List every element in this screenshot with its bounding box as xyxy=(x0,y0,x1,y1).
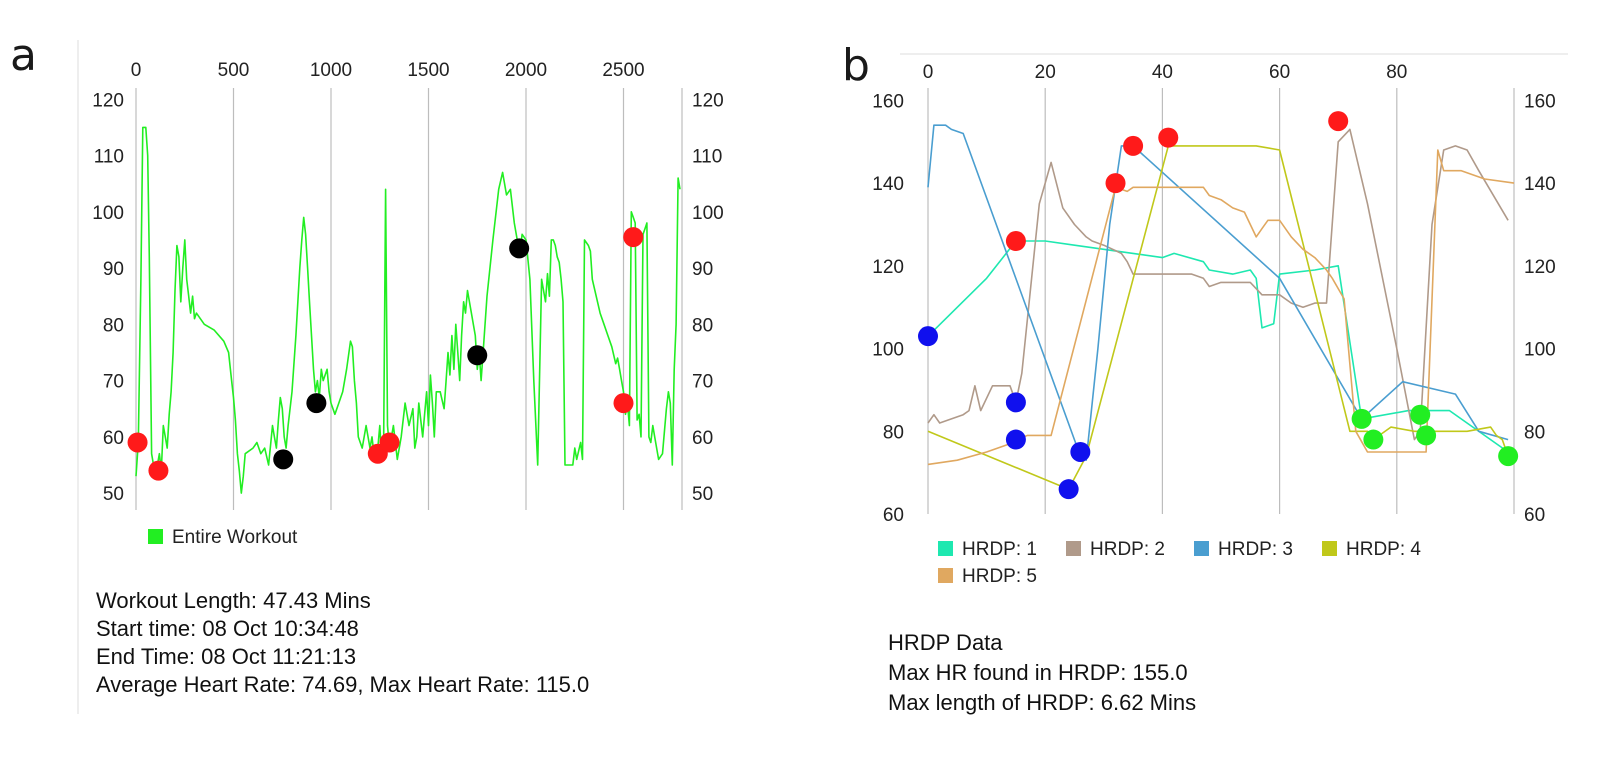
workout-length: Workout Length: 47.43 Mins xyxy=(96,588,371,613)
series-line-2 xyxy=(927,128,1509,441)
data-marker xyxy=(1005,231,1026,252)
legend-swatch xyxy=(938,568,953,583)
data-marker xyxy=(613,393,634,414)
data-marker xyxy=(1498,446,1519,467)
legend-label: Entire Workout xyxy=(172,527,298,548)
data-marker xyxy=(1070,441,1091,462)
data-marker xyxy=(1123,135,1144,156)
legend-label: HRDP: 1 xyxy=(962,539,1037,560)
legend-swatch xyxy=(938,541,953,556)
x-tick-label: 1000 xyxy=(310,60,352,81)
data-marker xyxy=(467,345,488,366)
legend-swatch xyxy=(1194,541,1209,556)
legend-label: HRDP: 5 xyxy=(962,566,1037,587)
x-tick-label: 2000 xyxy=(505,60,547,81)
series-line-5 xyxy=(927,149,1515,466)
data-marker xyxy=(1158,127,1179,148)
data-marker xyxy=(273,449,294,470)
legend-label: HRDP: 2 xyxy=(1090,539,1165,560)
heart-rate-stats: Average Heart Rate: 74.69, Max Heart Rat… xyxy=(96,672,590,697)
data-marker xyxy=(1328,111,1349,132)
y-tick-label-right: 90 xyxy=(692,259,713,280)
x-tick-label: 40 xyxy=(1152,62,1173,83)
end-time: End Time: 08 Oct 11:21:13 xyxy=(96,644,357,669)
start-time: Start time: 08 Oct 10:34:48 xyxy=(96,616,359,641)
data-marker xyxy=(1005,429,1026,450)
y-tick-label-left: 60 xyxy=(883,505,904,526)
x-tick-label: 0 xyxy=(131,60,142,81)
data-marker xyxy=(127,432,148,453)
y-tick-label-left: 100 xyxy=(92,203,124,224)
data-marker xyxy=(509,238,530,259)
series-line-1 xyxy=(135,126,681,494)
legend-swatch xyxy=(148,529,163,544)
x-tick-label: 2500 xyxy=(602,60,644,81)
y-tick-label-left: 100 xyxy=(872,340,904,361)
data-marker xyxy=(623,227,644,248)
data-marker xyxy=(306,393,327,414)
y-tick-label-right: 60 xyxy=(1524,505,1545,526)
y-tick-label-left: 120 xyxy=(92,90,124,111)
data-marker xyxy=(1351,408,1372,429)
y-tick-label-right: 120 xyxy=(692,90,724,111)
data-marker xyxy=(918,326,938,347)
y-tick-label-left: 80 xyxy=(103,315,124,336)
data-marker xyxy=(1363,429,1384,450)
x-tick-label: 80 xyxy=(1386,62,1407,83)
data-marker xyxy=(1005,392,1026,413)
y-tick-label-left: 70 xyxy=(103,372,124,393)
y-tick-label-left: 50 xyxy=(103,484,124,505)
y-tick-label-left: 160 xyxy=(872,91,904,112)
x-tick-label: 500 xyxy=(218,60,250,81)
legend-label: HRDP: 4 xyxy=(1346,539,1421,560)
data-marker xyxy=(148,460,169,481)
data-marker xyxy=(1058,479,1079,500)
panel-a-label: a xyxy=(10,30,37,81)
y-tick-label-right: 80 xyxy=(1524,422,1545,443)
data-marker xyxy=(1410,404,1431,425)
data-marker xyxy=(379,432,400,453)
y-tick-label-left: 90 xyxy=(103,259,124,280)
hrdp-summary: HRDP Data Max HR found in HRDP: 155.0 Ma… xyxy=(888,628,1196,718)
x-tick-label: 0 xyxy=(923,62,934,83)
y-tick-label-right: 50 xyxy=(692,484,713,505)
y-tick-label-left: 140 xyxy=(872,174,904,195)
legend-label: HRDP: 3 xyxy=(1218,539,1293,560)
y-tick-label-right: 70 xyxy=(692,372,713,393)
y-tick-label-right: 100 xyxy=(1524,340,1556,361)
chart-b: 0 20 40 60 80 60 60 80 80 100 100 120 120 140 140 160 16… xyxy=(872,53,1568,587)
x-tick-label: 20 xyxy=(1035,62,1056,83)
y-tick-label-right: 60 xyxy=(692,428,713,449)
y-tick-label-left: 80 xyxy=(883,422,904,443)
y-tick-label-left: 60 xyxy=(103,428,124,449)
y-tick-label-right: 110 xyxy=(692,147,722,168)
y-tick-label-right: 160 xyxy=(1524,91,1556,112)
data-marker xyxy=(1105,173,1126,194)
legend-swatch xyxy=(1066,541,1081,556)
x-tick-label: 1500 xyxy=(407,60,449,81)
data-marker xyxy=(1416,425,1437,446)
y-tick-label-right: 120 xyxy=(1524,257,1556,278)
hrdp-max-hr: Max HR found in HRDP: 155.0 xyxy=(888,660,1188,685)
chart-a: 0 500 1000 1500 2000 2500 50 50 60 60 70 70 80 80 90 90… xyxy=(77,40,724,714)
legend-swatch xyxy=(1322,541,1337,556)
hrdp-max-length: Max length of HRDP: 6.62 Mins xyxy=(888,690,1197,715)
y-tick-label-left: 120 xyxy=(872,257,904,278)
series-line-3 xyxy=(927,124,1509,461)
y-tick-label-right: 100 xyxy=(692,203,724,224)
y-tick-label-right: 80 xyxy=(692,315,713,336)
panel-b-label: b xyxy=(842,40,870,91)
workout-summary: Workout Length: 47.43 Mins Start time: 0… xyxy=(96,587,589,699)
y-tick-label-left: 110 xyxy=(94,147,124,168)
hrdp-heading: HRDP Data xyxy=(888,630,1003,655)
x-tick-label: 60 xyxy=(1269,62,1290,83)
y-tick-label-right: 140 xyxy=(1524,174,1556,195)
